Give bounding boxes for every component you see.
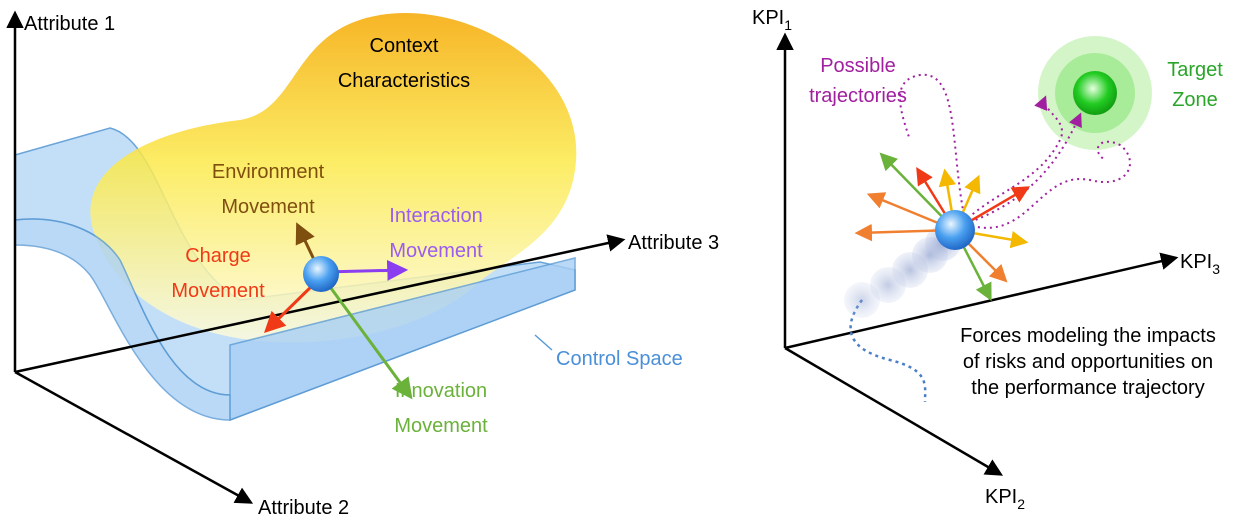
- trajectory: [899, 73, 966, 221]
- axis-attribute-3: [14, 234, 626, 374]
- axis-label: Attribute 2: [258, 497, 349, 519]
- interaction-label: Interaction Movement: [389, 205, 483, 262]
- context-label: Context Characteristics: [338, 35, 470, 92]
- environment-label: Environment Movement: [212, 161, 325, 218]
- state-ball: [303, 256, 339, 292]
- arrow-charge: [264, 278, 320, 333]
- axis-label: KPI1: [752, 7, 792, 33]
- control-space-front: [14, 218, 576, 422]
- axis-label: Attribute 1: [24, 13, 115, 35]
- arrow-innovation: [323, 279, 413, 400]
- axis-label: Attribute 3: [628, 232, 719, 254]
- charge-label: Charge Movement: [171, 245, 265, 302]
- state-ball: [935, 210, 975, 250]
- target-ball: [1073, 71, 1117, 115]
- context-blob: [90, 12, 577, 343]
- right-panel: KPI1 KPI3 KPI2 Possible trajectories Targ…: [752, 7, 1223, 512]
- innovation-label: Innovation Movement: [394, 380, 488, 437]
- axis-kpi-2: [784, 346, 1004, 476]
- left-panel: Attribute 1 Attribute 3 Attribute 2 Cont…: [6, 10, 719, 519]
- ghost-ball: [844, 282, 880, 318]
- target-label: Target Zone: [1167, 59, 1223, 111]
- control-space-label: Control Space: [556, 348, 683, 370]
- trajectory: [971, 140, 1131, 229]
- past-trajectory: [849, 299, 927, 403]
- possible-label: Possible trajectories: [809, 55, 907, 107]
- axis-attribute-2: [14, 370, 254, 504]
- axis-label: KPI3: [1180, 251, 1220, 277]
- forces-label: Forces modeling the impacts of risks and …: [960, 325, 1216, 399]
- control-space-leader: [534, 334, 553, 351]
- axis-label: KPI2: [985, 486, 1025, 512]
